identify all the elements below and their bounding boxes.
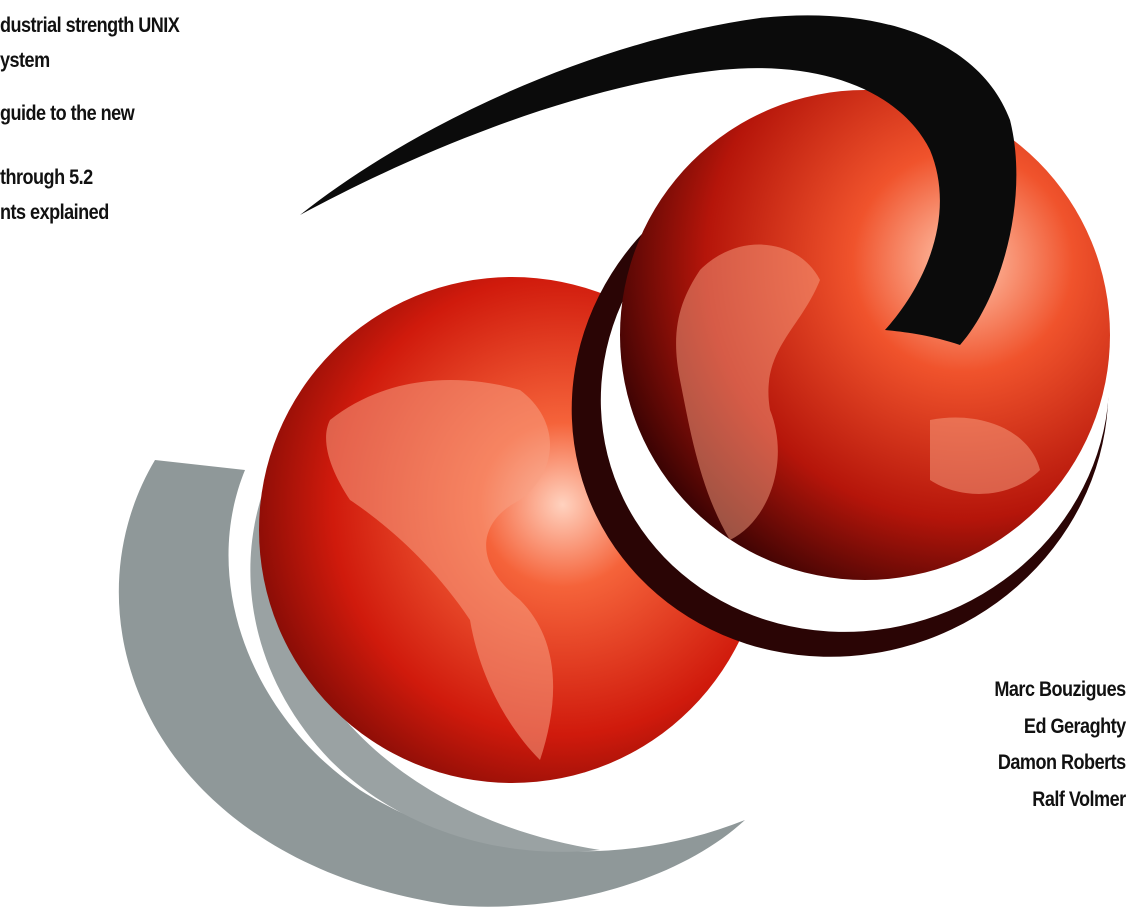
highlight-line: guide to the new <box>0 102 135 125</box>
highlight-line: through 5.2 <box>0 166 93 189</box>
highlight: dustrial strength UNIX ystem <box>0 8 180 78</box>
highlight: guide to the new <box>0 96 135 131</box>
right-globe-landmass <box>676 244 820 541</box>
highlight-line: nts explained <box>0 201 109 224</box>
highlight-line: dustrial strength UNIX <box>0 14 180 37</box>
author-list: Marc Bouzigues Ed Geraghty Damon Roberts… <box>994 672 1127 818</box>
author: Damon Roberts <box>998 751 1126 774</box>
left-globe-landmass <box>326 380 554 760</box>
author: Marc Bouzigues <box>994 678 1127 701</box>
grey-inner-arc <box>250 380 600 852</box>
highlight: through 5.2 nts explained <box>0 160 109 230</box>
right-globe-australia <box>930 417 1040 494</box>
author: Ralf Volmer <box>1032 787 1127 811</box>
author: Ed Geraghty <box>1024 714 1126 738</box>
highlight-line: ystem <box>0 49 50 72</box>
grey-swoosh <box>118 460 745 907</box>
black-swoosh <box>300 15 1017 346</box>
